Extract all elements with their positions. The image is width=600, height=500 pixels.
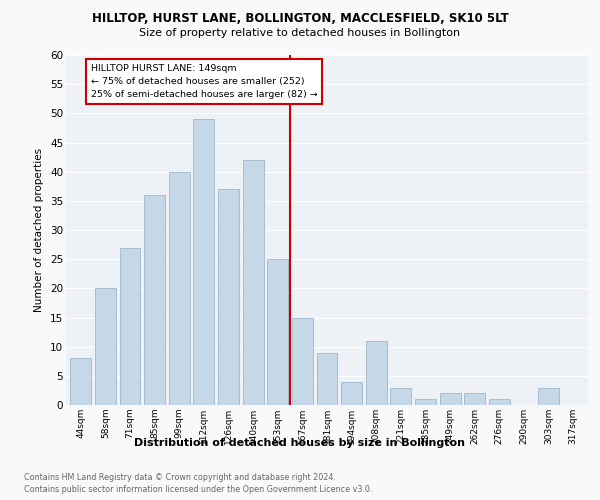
Text: Contains public sector information licensed under the Open Government Licence v3: Contains public sector information licen… xyxy=(24,485,373,494)
Bar xyxy=(292,318,313,405)
Bar xyxy=(169,172,190,405)
Bar xyxy=(391,388,412,405)
Bar xyxy=(193,119,214,405)
Text: Contains HM Land Registry data © Crown copyright and database right 2024.: Contains HM Land Registry data © Crown c… xyxy=(24,472,336,482)
Bar xyxy=(317,352,337,405)
Bar xyxy=(440,394,461,405)
Y-axis label: Number of detached properties: Number of detached properties xyxy=(34,148,44,312)
Text: Size of property relative to detached houses in Bollington: Size of property relative to detached ho… xyxy=(139,28,461,38)
Bar xyxy=(341,382,362,405)
Text: HILLTOP, HURST LANE, BOLLINGTON, MACCLESFIELD, SK10 5LT: HILLTOP, HURST LANE, BOLLINGTON, MACCLES… xyxy=(92,12,508,26)
Text: HILLTOP HURST LANE: 149sqm
← 75% of detached houses are smaller (252)
25% of sem: HILLTOP HURST LANE: 149sqm ← 75% of deta… xyxy=(91,64,317,99)
Bar xyxy=(70,358,91,405)
Bar xyxy=(218,189,239,405)
Bar xyxy=(538,388,559,405)
Bar xyxy=(415,399,436,405)
Bar xyxy=(489,399,510,405)
Bar xyxy=(144,195,165,405)
Bar xyxy=(267,259,288,405)
Text: Distribution of detached houses by size in Bollington: Distribution of detached houses by size … xyxy=(134,438,466,448)
Bar xyxy=(119,248,140,405)
Bar xyxy=(242,160,263,405)
Bar xyxy=(95,288,116,405)
Bar xyxy=(366,341,387,405)
Bar xyxy=(464,394,485,405)
